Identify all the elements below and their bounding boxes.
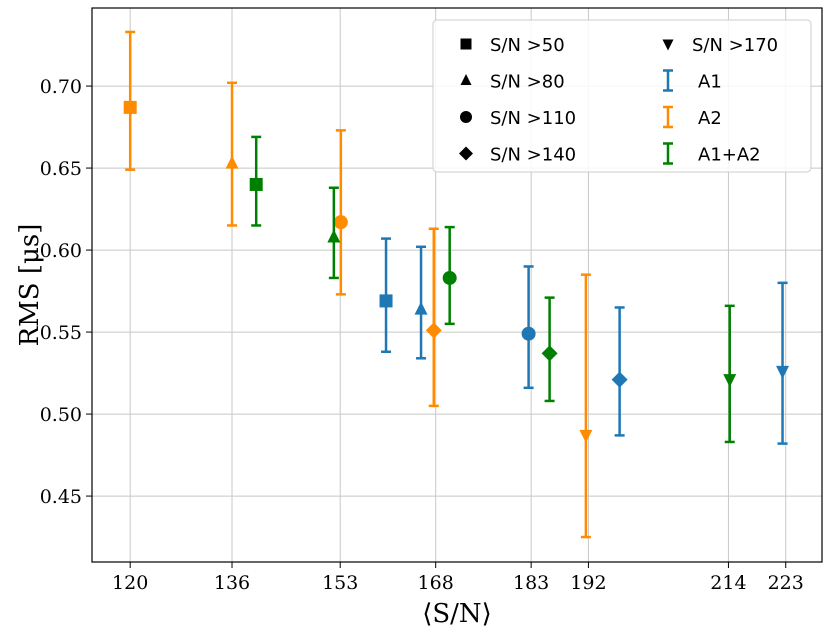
legend-label: S/N >50 [490,35,565,56]
marker-triangle-up [414,301,428,315]
data-point-a1-a2 [249,135,263,227]
marker-circle [333,215,348,230]
x-tick-label: 168 [418,572,454,594]
marker-square [123,100,137,114]
legend-entry-a2: A2 [663,105,722,129]
data-point-a2 [225,81,239,227]
legend-label: A2 [698,108,722,129]
legend: S/N >50 S/N >80 S/N >110 S/N >140 S/N >170 A1… [432,19,812,173]
x-axis-label: ⟨S/N⟩ [422,599,492,629]
legend-label: S/N >80 [490,72,565,93]
data-point-a2 [579,273,593,539]
data-point-a2 [123,30,137,171]
marker-diamond [425,322,442,339]
y-tick-label: 0.50 [40,404,82,426]
x-tick-label: 223 [768,572,804,594]
data-point-a2 [425,227,442,408]
data-point-a2 [333,129,348,296]
data-point-a1 [611,306,628,437]
x-tick-label: 183 [513,572,549,594]
legend-marker-triangle-down [662,39,674,51]
data-point-a1 [414,245,428,360]
legend-entry-a1-a2: A1+A2 [663,142,761,166]
marker-diamond [541,345,558,362]
y-tick-label: 0.65 [40,158,82,180]
data-point-a1 [379,237,393,353]
y-tick-label: 0.60 [40,240,82,262]
legend-label: S/N >170 [692,35,778,56]
marker-circle [442,270,457,285]
x-tick-label: 214 [710,572,746,594]
y-tick-label: 0.45 [40,486,82,508]
marker-triangle-up [225,155,239,169]
data-point-a1-a2 [723,304,737,444]
x-tick-label: 192 [570,572,606,594]
data-point-a1-a2 [327,186,341,280]
legend-entry-a1: A1 [663,69,722,93]
data-marks [123,30,790,539]
x-tick-label: 136 [214,572,250,594]
y-tick-label: 0.55 [40,322,82,344]
data-point-a1-a2 [541,296,558,403]
legend-label: S/N >140 [490,145,576,166]
y-axis-label: RMS [μs] [15,224,45,347]
data-point-a1-a2 [442,225,457,326]
legend-box [432,19,812,173]
data-point-a1 [521,265,536,390]
marker-triangle-down [776,365,790,379]
legend-label: S/N >110 [490,108,576,129]
marker-triangle-down [579,429,593,443]
marker-circle [521,326,536,341]
marker-triangle-down [723,374,737,388]
marker-square [249,177,263,191]
legend-label: A1+A2 [698,145,761,166]
marker-diamond [611,371,628,388]
legend-marker-triangle-up [460,74,472,85]
x-tick-label: 120 [112,572,148,594]
legend-marker-square [460,38,472,50]
axis-ticks: 120 136 153 168 183 192 214 223 0.45 0.50 0.55 0.60… [40,76,804,594]
plot-frame [91,7,823,563]
legend-label: A1 [698,72,722,93]
marker-square [379,294,393,308]
legend-marker-circle [460,111,472,123]
x-tick-label: 153 [322,572,358,594]
data-point-a1 [776,281,790,445]
legend-marker-diamond [459,146,473,161]
marker-triangle-up [327,229,341,243]
y-tick-label: 0.70 [40,76,82,98]
